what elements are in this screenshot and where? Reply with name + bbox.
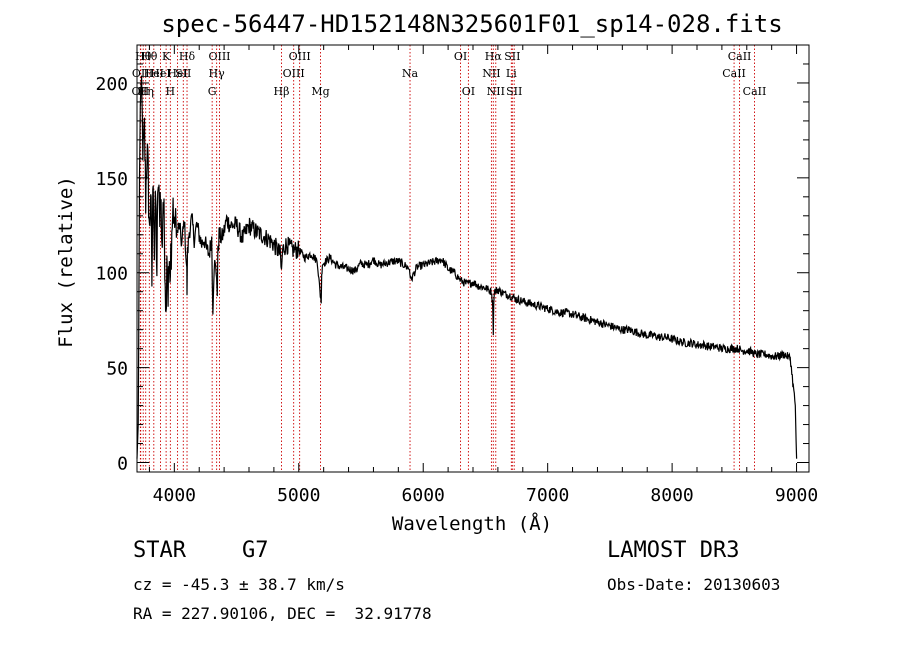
line-marker-label-11: Hδ <box>179 50 196 63</box>
line-marker-label-22: NII <box>482 67 500 80</box>
line-marker-label-29: CaII <box>728 50 752 63</box>
object-class: STAR <box>133 538 186 563</box>
line-marker-label-14: OIII <box>208 50 230 63</box>
x-tick-label-0: 4000 <box>153 485 196 506</box>
line-marker-label-21: OI <box>462 85 475 98</box>
x-axis-label: Wavelength (Å) <box>392 512 552 535</box>
line-marker-label-27: SII <box>506 85 522 98</box>
line-marker-label-15: Hβ <box>274 85 290 98</box>
y-tick-label-3: 150 <box>95 169 128 190</box>
plot-frame <box>136 44 810 473</box>
x-tick-label-3: 7000 <box>526 485 569 506</box>
object-subclass: G7 <box>242 538 269 563</box>
line-marker-label-17: OIII <box>289 50 311 63</box>
spectrum-line <box>136 75 798 459</box>
line-marker-label-9: HeI <box>167 67 187 80</box>
chart-title: spec-56447-HD152148N325601F01_sp14-028.f… <box>161 10 782 38</box>
x-tick-label-1: 5000 <box>277 485 320 506</box>
survey-name: LAMOST DR3 <box>607 538 740 563</box>
line-marker-label-16: OIII <box>283 67 305 80</box>
line-marker-label-25: Li <box>506 67 517 80</box>
line-marker-label-19: Na <box>402 67 419 80</box>
y-axis: 0 50 100 150 200 <box>95 44 809 475</box>
line-marker-label-24: NII <box>487 85 505 98</box>
line-marker-label-8: H <box>166 85 176 98</box>
line-marker-label-4: Hθ <box>141 50 158 63</box>
line-marker-label-28: CaII <box>722 67 746 80</box>
y-tick-label-0: 0 <box>117 454 128 475</box>
line-marker-label-13: Hγ <box>209 67 226 80</box>
line-marker-label-18: Mg <box>311 85 329 98</box>
redshift-text: cz = -45.3 ± 38.7 km/s <box>133 575 345 594</box>
line-markers <box>139 45 755 472</box>
line-marker-label-12: G <box>208 85 217 98</box>
x-tick-label-4: 8000 <box>650 485 693 506</box>
line-marker-label-10: SII <box>175 67 191 80</box>
line-marker-label-5: HeI <box>144 67 164 80</box>
line-marker-label-30: CaII <box>743 85 767 98</box>
line-marker-label-7: K <box>162 50 171 63</box>
obs-date-text: Obs-Date: 20130603 <box>607 575 781 594</box>
y-axis-label: Flux (relative) <box>55 176 77 348</box>
line-marker-label-23: Hα <box>485 50 503 63</box>
y-tick-label-1: 50 <box>106 359 128 380</box>
x-tick-label-5: 9000 <box>775 485 818 506</box>
y-tick-label-2: 100 <box>95 264 128 285</box>
line-marker-label-1: OII <box>132 67 150 80</box>
line-marker-label-20: OI <box>454 50 467 63</box>
line-marker-label-26: SII <box>504 50 520 63</box>
x-axis: 4000 5000 6000 7000 8000 9000 <box>148 45 818 506</box>
y-tick-label-4: 200 <box>95 74 128 95</box>
coordinates-text: RA = 227.90106, DEC = 32.91778 <box>133 604 432 623</box>
line-marker-label-6: HeI <box>150 67 170 80</box>
line-marker-labels: OIIOIIHθHηHθHeIHeIKHHeISIIHδGHγOIIIHβOII… <box>132 50 767 98</box>
x-tick-label-2: 6000 <box>402 485 445 506</box>
line-marker-label-2: Hθ <box>135 50 152 63</box>
